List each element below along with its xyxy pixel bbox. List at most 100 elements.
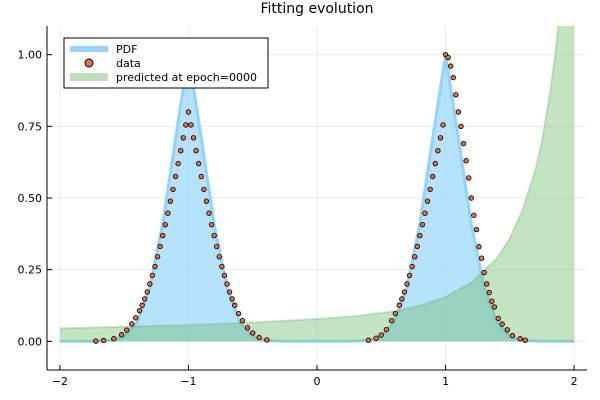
data-point bbox=[463, 158, 469, 164]
data-point bbox=[167, 198, 174, 204]
data-point bbox=[414, 243, 420, 250]
data-point bbox=[504, 327, 510, 333]
data-point bbox=[203, 198, 210, 204]
data-point bbox=[489, 298, 495, 304]
data-point bbox=[216, 254, 222, 260]
data-point bbox=[256, 334, 262, 341]
data-point bbox=[185, 109, 192, 115]
x-tick-label: −1 bbox=[180, 375, 196, 388]
data-point bbox=[440, 122, 446, 128]
data-point bbox=[392, 310, 399, 317]
data-point bbox=[133, 315, 139, 321]
data-point bbox=[160, 232, 166, 239]
data-point bbox=[478, 255, 485, 261]
data-point bbox=[239, 317, 246, 324]
legend-label: PDF bbox=[116, 43, 137, 56]
data-point bbox=[172, 173, 179, 180]
data-point bbox=[401, 289, 408, 295]
chart-title: Fitting evolution bbox=[260, 1, 373, 17]
data-point bbox=[154, 254, 161, 260]
data-point bbox=[396, 302, 402, 308]
legend-label: data bbox=[116, 57, 141, 70]
data-point bbox=[235, 310, 242, 317]
data-point bbox=[162, 221, 168, 228]
data-point bbox=[175, 160, 181, 167]
y-tick-label: 0.25 bbox=[18, 264, 43, 277]
data-point bbox=[476, 244, 482, 250]
data-point bbox=[399, 296, 405, 302]
data-point bbox=[165, 210, 171, 216]
data-point bbox=[193, 147, 199, 154]
data-point bbox=[219, 263, 225, 270]
pdf-area bbox=[59, 54, 575, 342]
data-point bbox=[427, 186, 433, 193]
data-point bbox=[232, 302, 238, 308]
data-point bbox=[118, 332, 125, 338]
data-point bbox=[481, 269, 487, 276]
x-tick-label: 1 bbox=[442, 375, 449, 388]
data-point bbox=[406, 272, 413, 279]
data-point bbox=[111, 336, 117, 342]
data-point bbox=[373, 335, 379, 341]
data-point bbox=[445, 54, 451, 61]
data-point bbox=[455, 109, 462, 115]
data-point bbox=[388, 317, 395, 324]
data-point bbox=[188, 122, 194, 128]
legend-label: predicted at epoch=0000 bbox=[116, 71, 257, 84]
data-point bbox=[214, 243, 220, 250]
data-point bbox=[365, 337, 372, 343]
data-point bbox=[129, 321, 135, 327]
data-point bbox=[468, 195, 474, 201]
data-point bbox=[178, 147, 184, 154]
data-point bbox=[190, 135, 197, 141]
y-tick-label: 0.00 bbox=[18, 335, 43, 348]
data-point bbox=[250, 330, 256, 336]
data-point bbox=[149, 272, 156, 279]
x-tick-label: 2 bbox=[571, 375, 578, 388]
data-point bbox=[453, 92, 459, 98]
data-point bbox=[196, 160, 202, 167]
data-point bbox=[224, 281, 230, 287]
data-point bbox=[448, 63, 454, 69]
legend-swatch-data bbox=[84, 58, 94, 68]
data-point bbox=[471, 212, 477, 218]
legend-swatch-predicted bbox=[70, 73, 108, 81]
data-point bbox=[201, 186, 207, 193]
predicted-line bbox=[59, 26, 560, 330]
data-point bbox=[417, 232, 423, 239]
data-point bbox=[198, 173, 204, 180]
x-tick-label: 0 bbox=[314, 375, 321, 388]
data-point bbox=[180, 135, 186, 141]
data-point bbox=[221, 272, 228, 279]
data-point bbox=[522, 337, 528, 343]
data-point bbox=[208, 221, 215, 228]
x-tick-label: −2 bbox=[52, 375, 68, 388]
data-point bbox=[152, 263, 158, 270]
data-point bbox=[466, 175, 472, 181]
data-point bbox=[378, 332, 384, 338]
data-point bbox=[157, 243, 163, 250]
data-point bbox=[495, 315, 501, 322]
data-point bbox=[100, 337, 107, 344]
data-point bbox=[484, 281, 490, 287]
data-point bbox=[437, 135, 444, 141]
data-point bbox=[486, 289, 492, 296]
data-point bbox=[144, 289, 150, 295]
data-point bbox=[170, 186, 176, 193]
data-point bbox=[499, 321, 505, 327]
data-point bbox=[435, 147, 441, 154]
data-point bbox=[460, 140, 467, 147]
data-point bbox=[206, 210, 212, 216]
data-point bbox=[432, 160, 438, 167]
data-point bbox=[229, 296, 235, 302]
data-point bbox=[147, 281, 153, 287]
data-point bbox=[450, 74, 456, 81]
y-tick-label: 1.00 bbox=[18, 49, 43, 62]
data-point bbox=[473, 226, 480, 233]
data-point bbox=[404, 281, 410, 287]
data-point bbox=[491, 304, 498, 310]
data-point bbox=[509, 332, 516, 339]
data-point bbox=[142, 296, 148, 302]
